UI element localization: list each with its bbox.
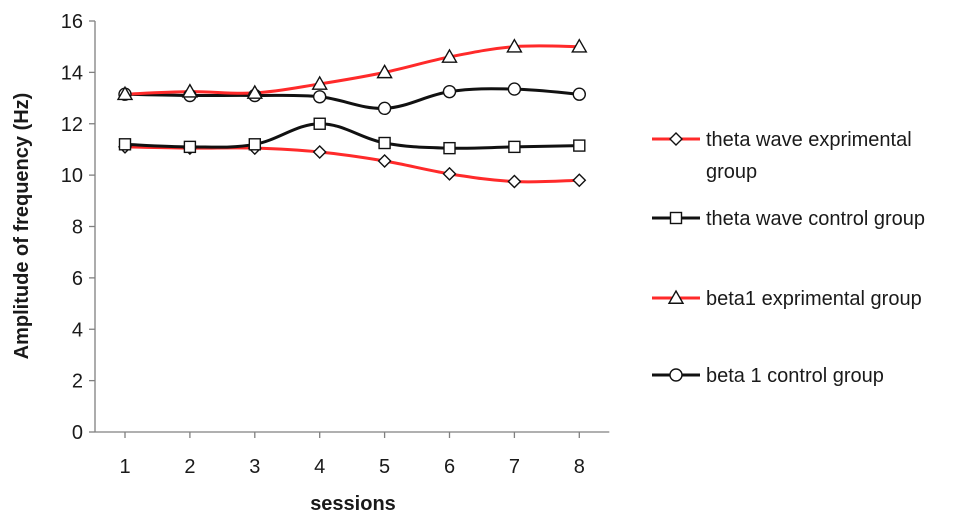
legend-marker (669, 211, 683, 225)
y-tick-label: 2 (72, 371, 83, 393)
y-tick-label: 12 (61, 114, 83, 136)
y-tick-labels: 0 2 4 6 8 10 12 14 16 (61, 11, 83, 444)
series-line (124, 122, 580, 150)
data-point (378, 136, 391, 150)
series-line (124, 44, 580, 96)
y-tick-label: 6 (72, 268, 83, 290)
legend-label: beta 1 control group (706, 365, 884, 387)
data-point (572, 87, 586, 101)
data-point (571, 38, 588, 53)
data-point (183, 140, 197, 154)
data-point (312, 145, 327, 159)
data-point (443, 141, 456, 155)
legend: theta wave exprimental group theta wave co… (652, 129, 925, 387)
y-axis-title: Amplitude of frequency (Hz) (11, 93, 33, 360)
data-point (508, 140, 521, 154)
legend-marker (669, 132, 683, 146)
legend-label: group (706, 161, 757, 183)
data-point (313, 117, 326, 130)
x-tick-label: 2 (184, 456, 195, 478)
y-tick-label: 10 (61, 165, 83, 187)
y-tick-label: 14 (61, 62, 83, 84)
x-tick-label: 7 (509, 456, 520, 478)
data-point (573, 139, 586, 152)
chart-axes (89, 20, 610, 438)
data-point (248, 138, 262, 151)
data-point (507, 82, 522, 96)
y-tick-label: 8 (72, 217, 83, 239)
x-tick-label: 6 (444, 456, 455, 478)
series-markers (116, 38, 588, 189)
data-point (506, 38, 523, 53)
x-tick-label: 1 (119, 456, 130, 478)
x-tick-label: 4 (314, 456, 325, 478)
data-point (442, 84, 457, 99)
data-point (118, 138, 132, 151)
data-point (507, 174, 522, 189)
y-tick-label: 0 (72, 422, 83, 444)
data-point (572, 173, 587, 188)
data-point (181, 83, 199, 98)
legend-label: beta1 exprimental group (706, 288, 922, 310)
x-tick-labels: 1 2 3 4 5 6 7 8 (119, 456, 584, 478)
data-point (116, 85, 134, 101)
x-tick-label: 8 (574, 456, 585, 478)
series-lines (124, 44, 580, 184)
legend-marker (667, 289, 685, 304)
legend-marker (669, 368, 683, 382)
data-point (313, 90, 327, 104)
data-point (311, 75, 328, 90)
data-point (246, 84, 264, 99)
data-point (377, 154, 392, 168)
x-tick-label: 3 (249, 456, 260, 478)
x-tick-label: 5 (379, 456, 390, 478)
y-tick-label: 16 (61, 11, 83, 33)
data-point (441, 48, 458, 63)
x-axis-title: sessions (310, 493, 396, 515)
data-point (376, 63, 393, 79)
y-tick-label: 4 (72, 319, 83, 341)
legend-label: theta wave exprimental (706, 129, 912, 151)
legend-label: theta wave control group (706, 208, 925, 230)
data-point (442, 166, 457, 181)
data-point (377, 101, 392, 116)
